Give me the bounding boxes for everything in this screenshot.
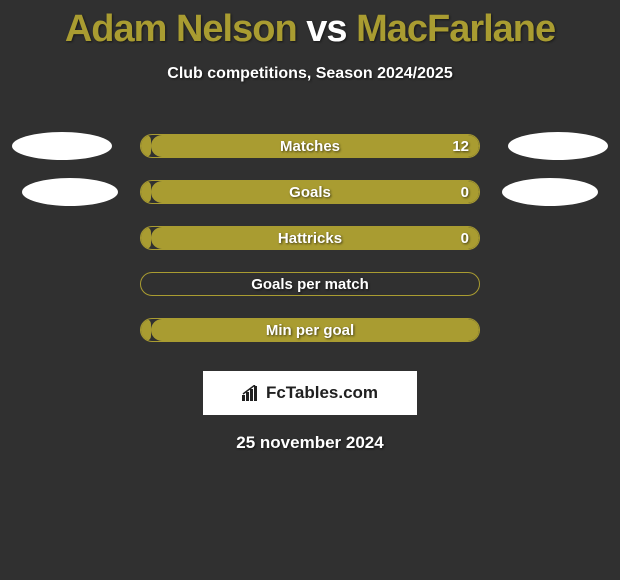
bar-fill-right bbox=[151, 181, 479, 203]
stat-row: Goals0 bbox=[0, 169, 620, 215]
bar-fill-left bbox=[141, 227, 151, 249]
player-marker-right bbox=[502, 178, 598, 206]
stat-bar: Hattricks0 bbox=[140, 226, 480, 250]
bar-fill-left bbox=[141, 135, 151, 157]
stat-label: Goals per match bbox=[141, 273, 479, 295]
vs-text: vs bbox=[306, 8, 346, 50]
logo-label: FcTables.com bbox=[266, 383, 378, 403]
bar-fill-right bbox=[151, 319, 479, 341]
player-marker-left bbox=[12, 132, 112, 160]
player-marker-right bbox=[508, 132, 608, 160]
subtitle: Club competitions, Season 2024/2025 bbox=[0, 65, 620, 83]
logo-box: FcTables.com bbox=[203, 371, 417, 415]
player1-name: Adam Nelson bbox=[65, 8, 297, 50]
chart-icon bbox=[242, 385, 262, 401]
page-title: Adam Nelson vs MacFarlane bbox=[0, 0, 620, 51]
stat-row: Goals per match bbox=[0, 261, 620, 307]
stat-bar: Goals0 bbox=[140, 180, 480, 204]
stat-row: Hattricks0 bbox=[0, 215, 620, 261]
stats-rows: Matches12 Goals0 Hattricks0 Goals per match… bbox=[0, 123, 620, 353]
stat-row: Matches12 bbox=[0, 123, 620, 169]
bar-fill-right bbox=[151, 135, 479, 157]
player-marker-left bbox=[22, 178, 118, 206]
player2-name: MacFarlane bbox=[356, 8, 555, 50]
date-text: 25 november 2024 bbox=[0, 433, 620, 453]
logo-text: FcTables.com bbox=[242, 383, 378, 403]
stat-bar: Min per goal bbox=[140, 318, 480, 342]
stat-bar: Goals per match bbox=[140, 272, 480, 296]
bar-fill-left bbox=[141, 181, 151, 203]
bar-fill-right bbox=[151, 227, 479, 249]
stat-row: Min per goal bbox=[0, 307, 620, 353]
stat-bar: Matches12 bbox=[140, 134, 480, 158]
bar-fill-left bbox=[141, 319, 151, 341]
